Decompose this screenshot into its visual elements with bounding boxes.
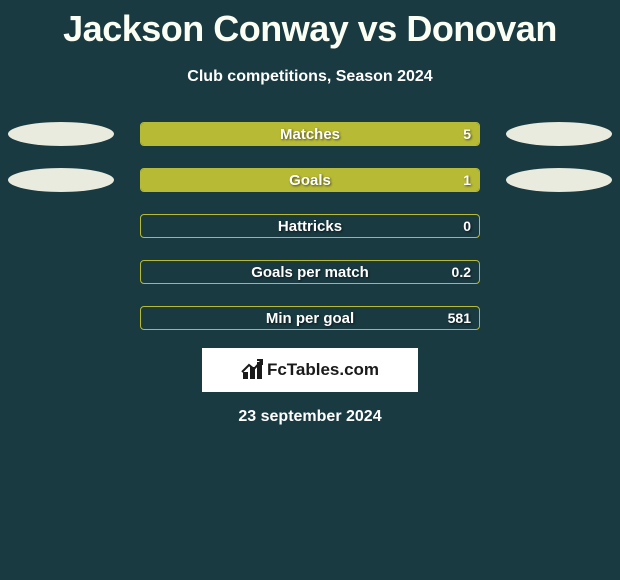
stat-value: 581 xyxy=(448,310,471,326)
stat-label: Min per goal xyxy=(266,310,354,327)
stat-bar: Hattricks 0 xyxy=(140,214,480,238)
left-ellipse xyxy=(8,122,114,146)
right-ellipse xyxy=(506,168,612,192)
date-label: 23 september 2024 xyxy=(0,408,620,426)
stat-label: Goals per match xyxy=(251,264,369,281)
logo-box[interactable]: FcTables.com xyxy=(202,348,418,392)
stat-value: 5 xyxy=(463,126,471,142)
logo: FcTables.com xyxy=(241,360,379,380)
stat-row: Hattricks 0 xyxy=(0,214,620,238)
stat-label: Goals xyxy=(289,172,331,189)
left-ellipse xyxy=(8,168,114,192)
stat-row: Goals per match 0.2 xyxy=(0,260,620,284)
stat-value: 1 xyxy=(463,172,471,188)
stat-bar: Goals per match 0.2 xyxy=(140,260,480,284)
logo-text: FcTables.com xyxy=(267,360,379,380)
stat-row: Goals 1 xyxy=(0,168,620,192)
stat-label: Hattricks xyxy=(278,218,342,235)
stat-label: Matches xyxy=(280,126,340,143)
stats-rows: Matches 5 Goals 1 Hattricks 0 Goals per match 0… xyxy=(0,122,620,330)
stat-row: Min per goal 581 xyxy=(0,306,620,330)
stat-value: 0.2 xyxy=(452,264,471,280)
logo-chart-icon xyxy=(241,361,263,379)
stat-bar: Matches 5 xyxy=(140,122,480,146)
stat-value: 0 xyxy=(463,218,471,234)
subtitle: Club competitions, Season 2024 xyxy=(0,68,620,86)
comparison-card: Jackson Conway vs Donovan Club competiti… xyxy=(0,0,620,426)
page-title: Jackson Conway vs Donovan xyxy=(0,8,620,50)
stat-bar: Goals 1 xyxy=(140,168,480,192)
stat-bar: Min per goal 581 xyxy=(140,306,480,330)
stat-row: Matches 5 xyxy=(0,122,620,146)
right-ellipse xyxy=(506,122,612,146)
